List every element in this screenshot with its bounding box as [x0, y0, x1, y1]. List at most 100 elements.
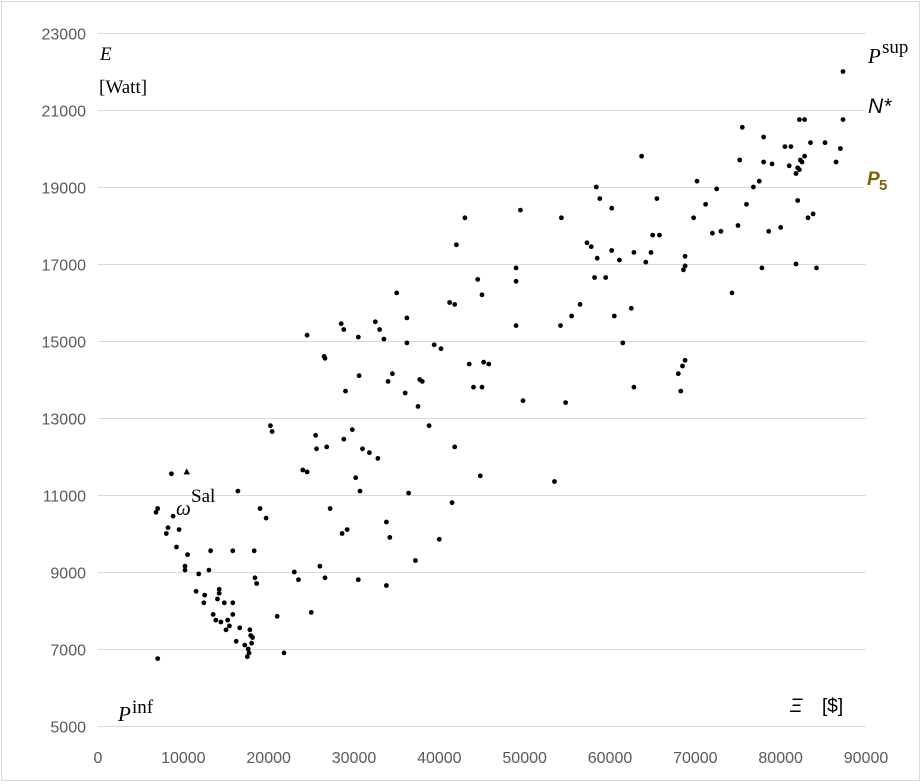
data-point — [254, 581, 260, 586]
data-point — [431, 342, 437, 348]
data-point — [426, 423, 432, 429]
data-point — [735, 223, 741, 228]
data-point — [603, 275, 609, 280]
data-point — [169, 471, 174, 477]
data-point — [682, 357, 688, 363]
omega-superscript: Sal — [191, 486, 215, 507]
data-point — [249, 640, 255, 646]
data-point — [558, 323, 563, 328]
x-axis-unit: [$] — [822, 696, 843, 717]
y-tick-label: 9000 — [50, 566, 86, 583]
y-tick-labels: 5000 7000 9000 11000 13000 15000 17000 19000 210… — [42, 27, 87, 737]
data-point — [593, 184, 599, 190]
data-point — [215, 596, 220, 602]
data-point — [210, 612, 216, 617]
data-point — [322, 575, 328, 581]
y-axis-symbol: E — [99, 44, 112, 65]
data-point — [793, 261, 799, 267]
data-point — [185, 552, 191, 558]
data-point — [367, 450, 372, 456]
data-point — [756, 178, 762, 184]
data-point — [479, 384, 485, 390]
data-point — [404, 340, 410, 346]
data-point — [691, 215, 696, 221]
y-axis-unit: [Watt] — [99, 77, 147, 98]
data-point — [751, 184, 756, 190]
data-point — [639, 153, 644, 159]
data-point — [268, 423, 273, 429]
data-point — [648, 250, 654, 255]
data-point — [384, 519, 389, 525]
data-point — [628, 305, 634, 311]
data-point — [703, 201, 708, 207]
data-point — [838, 146, 843, 151]
data-point — [251, 548, 257, 554]
x-tick-label: 60000 — [588, 750, 633, 767]
p5-background — [864, 164, 894, 192]
data-point — [338, 321, 344, 327]
data-point — [244, 654, 250, 660]
data-point — [597, 196, 603, 202]
data-point — [263, 515, 269, 521]
data-point — [471, 384, 476, 390]
data-point — [317, 563, 323, 569]
data-point — [520, 398, 526, 404]
data-point — [788, 144, 794, 150]
data-point — [631, 250, 637, 255]
data-point — [449, 500, 455, 506]
data-point — [729, 290, 735, 296]
x-tick-label: 50000 — [502, 750, 547, 767]
data-point — [643, 259, 649, 265]
data-point — [377, 327, 382, 332]
data-point — [413, 558, 418, 563]
data-point — [617, 257, 622, 263]
data-point — [710, 230, 715, 236]
data-point — [182, 567, 188, 573]
data-point — [218, 619, 224, 625]
data-point — [296, 577, 301, 583]
data-point — [163, 531, 169, 536]
data-point — [682, 253, 688, 259]
x-axis-symbol: Ξ — [789, 696, 803, 717]
p5-base: P — [867, 169, 880, 190]
y-tick-label: 15000 — [42, 335, 87, 352]
data-point — [252, 575, 258, 581]
data-point — [390, 371, 395, 377]
data-point — [313, 432, 318, 438]
data-point — [274, 613, 280, 619]
y-tick-label: 19000 — [42, 181, 87, 198]
x-tick-label: 70000 — [673, 750, 718, 767]
data-point — [308, 610, 314, 615]
data-point — [577, 302, 583, 307]
data-point — [153, 509, 159, 515]
data-point — [609, 205, 615, 211]
data-point — [341, 436, 347, 442]
data-point — [795, 198, 801, 203]
data-point — [250, 635, 255, 640]
x-tick-label: 90000 — [844, 750, 889, 767]
p-inf-superscript: inf — [132, 697, 154, 718]
data-point — [384, 583, 389, 588]
data-point — [761, 134, 766, 140]
data-point — [375, 456, 381, 461]
gridlines — [98, 33, 866, 727]
y-tick-label: 23000 — [42, 27, 87, 44]
data-point — [769, 161, 775, 167]
data-point — [759, 265, 765, 271]
data-point — [694, 178, 700, 184]
data-point — [481, 359, 487, 365]
data-point — [341, 327, 347, 332]
data-point — [466, 361, 472, 367]
data-point — [206, 567, 212, 573]
data-point — [797, 167, 802, 173]
data-point — [344, 527, 350, 532]
data-point — [592, 275, 597, 280]
data-point — [402, 390, 408, 396]
p-sup-superscript: sup — [882, 37, 908, 58]
data-point — [513, 323, 519, 328]
data-point — [230, 548, 236, 554]
data-point — [227, 623, 232, 629]
data-point — [230, 600, 236, 606]
